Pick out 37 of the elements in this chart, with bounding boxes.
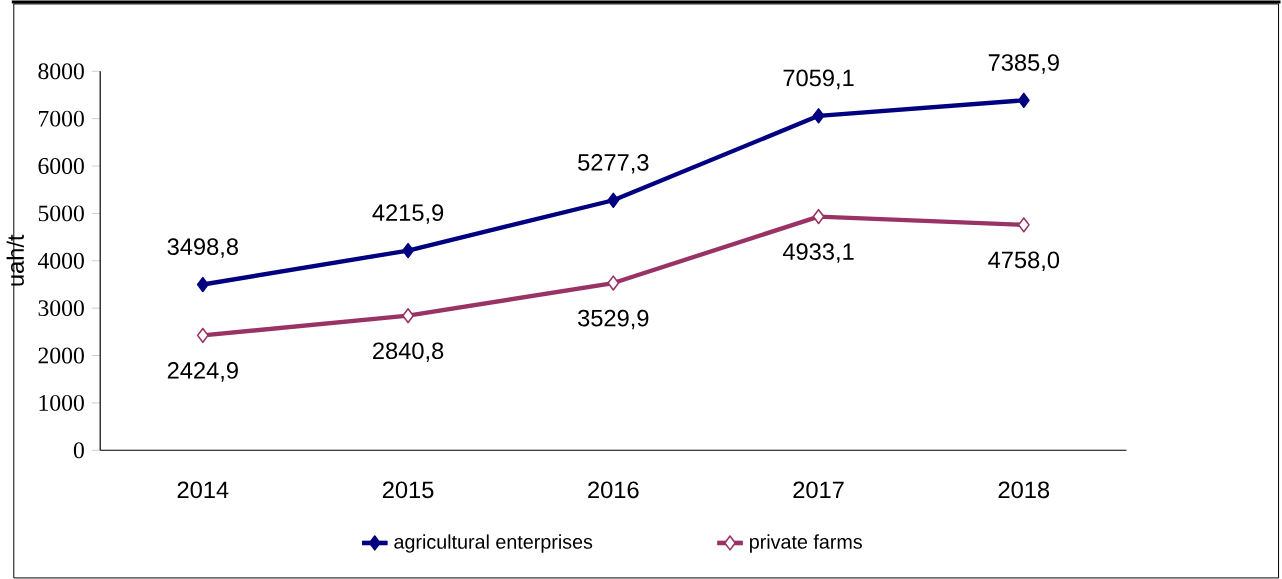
data-label: 4758,0 <box>988 251 1060 272</box>
x-tick-label: 2016 <box>588 481 639 499</box>
point <box>812 108 825 124</box>
data-label: 7385,9 <box>988 54 1059 74</box>
y-axis-title: uah/t <box>6 234 24 286</box>
y-tick-label: 1000 <box>39 394 84 411</box>
data-label: 4933,1 <box>782 243 854 263</box>
point <box>196 327 209 344</box>
y-tick-label: 2000 <box>38 347 84 364</box>
y-tick-label: 0 <box>73 442 84 459</box>
y-tick-label: 5000 <box>38 205 84 222</box>
point <box>402 242 415 259</box>
x-tick-label: 2015 <box>382 481 434 499</box>
legend-label: agricultural enterprises <box>394 534 593 553</box>
x-tick-label: 2017 <box>793 481 844 499</box>
data-label: 5277,3 <box>578 154 649 174</box>
point <box>607 275 620 291</box>
y-tick-label: 4000 <box>37 252 84 269</box>
point <box>1017 217 1030 233</box>
data-label: 3498,8 <box>167 238 238 258</box>
data-label: 7059,1 <box>783 69 854 90</box>
point <box>402 308 415 324</box>
data-label: 3529,9 <box>578 309 649 330</box>
point <box>607 192 620 208</box>
y-tick-label: 7000 <box>39 110 84 127</box>
point <box>812 208 825 225</box>
legend-label: private farms <box>750 534 862 553</box>
x-tick-label: 2014 <box>177 481 229 499</box>
point <box>196 276 209 293</box>
x-tick-label: 2018 <box>998 481 1050 499</box>
point <box>1017 92 1030 109</box>
data-label: 4215,9 <box>372 204 444 224</box>
data-label: 2840,8 <box>373 342 444 362</box>
data-label: 2424,9 <box>167 362 238 382</box>
y-tick-label: 3000 <box>38 300 84 317</box>
y-tick-label: 6000 <box>38 158 84 175</box>
y-tick-label: 8000 <box>38 63 84 80</box>
